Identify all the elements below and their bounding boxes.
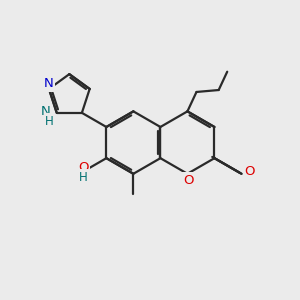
Text: O: O bbox=[244, 165, 255, 178]
Text: H: H bbox=[79, 171, 88, 184]
Text: O: O bbox=[184, 174, 194, 187]
Text: N: N bbox=[44, 77, 54, 90]
Text: N: N bbox=[40, 105, 50, 118]
Text: H: H bbox=[45, 115, 54, 128]
Text: O: O bbox=[78, 161, 88, 174]
